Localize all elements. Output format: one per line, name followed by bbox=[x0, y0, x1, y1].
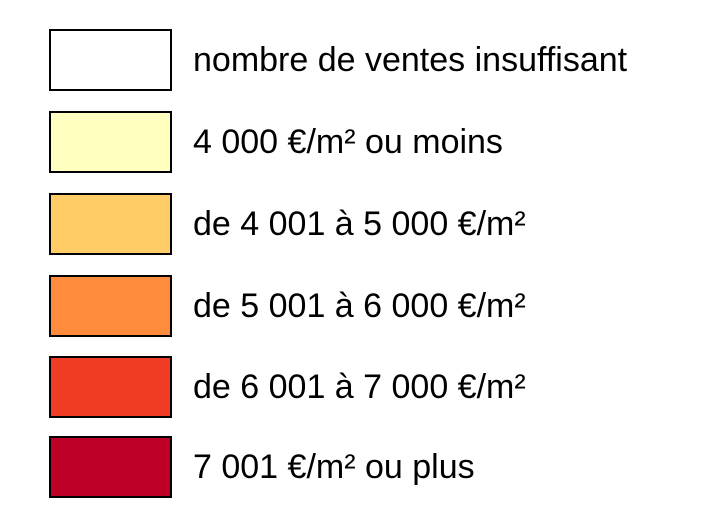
legend-label: de 5 001 à 6 000 €/m² bbox=[193, 287, 526, 325]
legend-item-6001-7000: de 6 001 à 7 000 €/m² bbox=[49, 356, 689, 418]
legend-swatch bbox=[49, 436, 172, 498]
legend-label: de 4 001 à 5 000 €/m² bbox=[193, 205, 526, 243]
legend-item-5001-6000: de 5 001 à 6 000 €/m² bbox=[49, 275, 689, 337]
legend-label: 4 000 €/m² ou moins bbox=[193, 123, 503, 161]
legend-swatch bbox=[49, 111, 172, 173]
legend-swatch bbox=[49, 356, 172, 418]
legend-item-4000-or-less: 4 000 €/m² ou moins bbox=[49, 111, 689, 173]
legend-item-4001-5000: de 4 001 à 5 000 €/m² bbox=[49, 193, 689, 255]
legend-swatch bbox=[49, 29, 172, 91]
legend-item-7001-or-more: 7 001 €/m² ou plus bbox=[49, 436, 689, 498]
legend-label: 7 001 €/m² ou plus bbox=[193, 448, 475, 486]
legend-label: de 6 001 à 7 000 €/m² bbox=[193, 368, 526, 406]
legend-label: nombre de ventes insuffisant bbox=[193, 41, 628, 79]
legend-item-insufficient-sales: nombre de ventes insuffisant bbox=[49, 29, 689, 91]
legend-swatch bbox=[49, 275, 172, 337]
legend-swatch bbox=[49, 193, 172, 255]
